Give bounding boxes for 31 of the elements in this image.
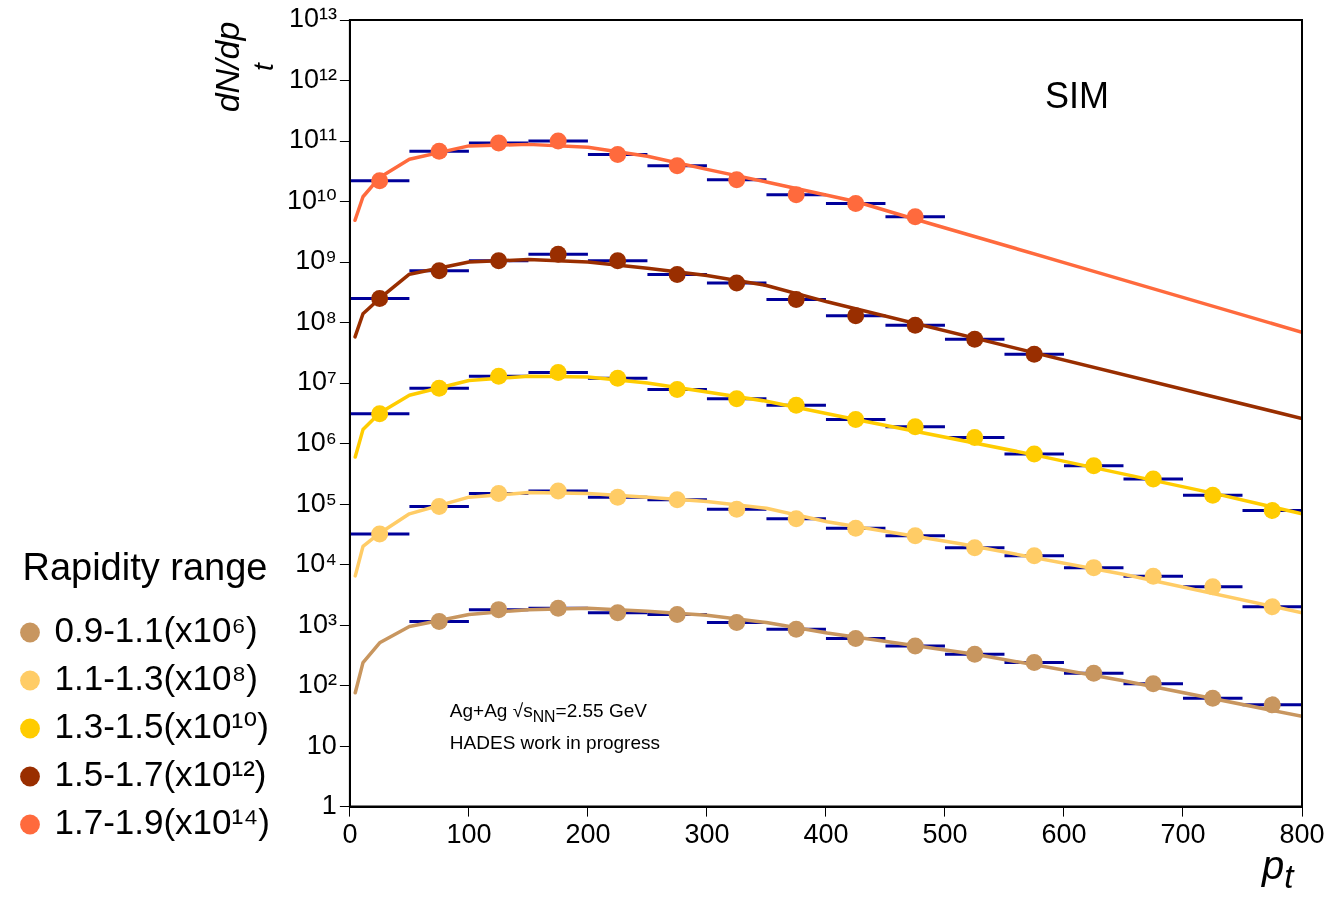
annotation: HADES work in progress (449, 731, 660, 754)
annotation: SIM (1044, 75, 1109, 118)
y-tick-label: 10⁹ (295, 245, 337, 276)
x-tick-label: 600 (1041, 819, 1087, 850)
y-tick-label: 10⁷ (297, 366, 337, 397)
y-tick-label: 10 (306, 729, 337, 760)
y-tick-label: 10¹⁰ (287, 184, 337, 215)
x-tick-label: 100 (446, 819, 492, 850)
x-tick-label: 400 (803, 819, 849, 850)
y-tick-label: 10⁴ (295, 548, 337, 579)
y-tick-label: 10⁶ (295, 427, 337, 458)
legend-title: Rapidity range (22, 545, 268, 588)
x-tick-label: 0 (342, 819, 358, 850)
x-tick-label: 200 (565, 819, 611, 850)
y-tick-label: 10³ (297, 608, 337, 639)
y-tick-label: 10¹² (288, 63, 337, 94)
legend-label: 1.1-1.3(x10⁸) (54, 658, 258, 698)
y-tick-label: 10⁸ (295, 305, 337, 336)
y-tick-label: 10¹¹ (288, 124, 337, 155)
legend-label: 1.3-1.5(x10¹⁰) (54, 706, 269, 746)
x-tick-label: 300 (684, 819, 730, 850)
legend-label: 1.5-1.7(x10¹²) (54, 754, 267, 794)
annotation: Ag+Ag √s$_{NN}$=2.55 GeV (449, 700, 647, 727)
legend-label: 0.9-1.1(x10⁶) (54, 610, 258, 650)
y-tick-label: 10² (297, 669, 337, 700)
x-tick-label: 500 (922, 819, 968, 850)
y-tick-label: 1 (321, 790, 337, 821)
legend-label: 1.7-1.9(x10¹⁴) (54, 802, 270, 842)
x-tick-label: 700 (1160, 819, 1206, 850)
y-tick-label: 10¹³ (288, 3, 337, 34)
y-tick-label: 10⁵ (295, 487, 337, 518)
